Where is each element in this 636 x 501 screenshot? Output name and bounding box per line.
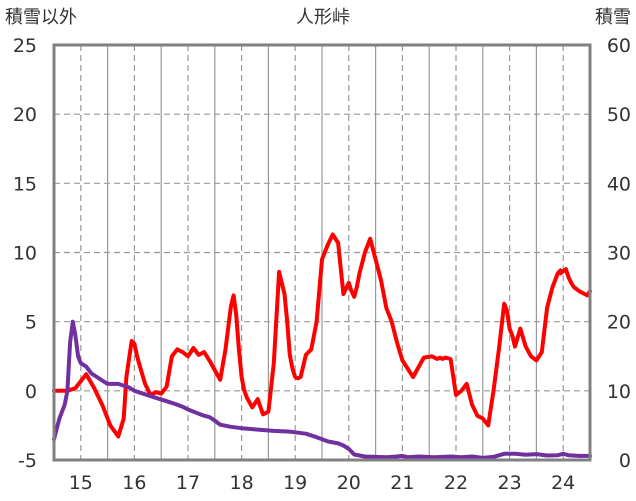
x-tick-labels: 15 16 17 18 19 20 21 22 23 24 <box>69 472 576 494</box>
y-right-tick-label: 60 <box>607 35 631 57</box>
y-left-tick-label: 25 <box>13 35 37 57</box>
y-left-tick-label: 5 <box>25 312 37 334</box>
x-tick-label: 17 <box>176 472 200 494</box>
x-tick-label: 22 <box>444 472 468 494</box>
x-tick-label: 15 <box>69 472 93 494</box>
grid-lines <box>54 45 590 460</box>
y-left-tick-label: 10 <box>13 243 37 265</box>
y-left-tick-label: 20 <box>13 104 37 126</box>
y-right-tick-labels: 60 50 40 30 20 10 0 <box>607 35 631 472</box>
plot-frame <box>52 43 592 462</box>
red-series-line-1 <box>558 267 592 298</box>
series-lines <box>52 232 592 460</box>
y-axis-right-label: 積雪 <box>595 7 631 28</box>
y-right-tick-label: 20 <box>607 312 631 334</box>
y-right-tick-label: 30 <box>607 243 631 265</box>
x-tick-label: 16 <box>122 472 146 494</box>
y-left-tick-label: 0 <box>25 381 37 403</box>
y-right-tick-label: 0 <box>619 450 631 472</box>
y-axis-left-label: 積雪以外 <box>5 7 77 28</box>
x-tick-label: 21 <box>390 472 414 494</box>
x-tick-label: 19 <box>283 472 307 494</box>
x-tick-label: 23 <box>498 472 522 494</box>
y-left-tick-label: 15 <box>13 173 37 195</box>
red-series-line-0 <box>52 232 563 439</box>
x-tick-label: 18 <box>230 472 254 494</box>
y-right-tick-label: 50 <box>607 104 631 126</box>
purple-series-line-2 <box>52 319 592 460</box>
y-left-tick-labels: 25 20 15 10 5 0 -5 <box>13 35 37 472</box>
x-tick-label: 24 <box>551 472 575 494</box>
chart-title: 人形峠 <box>296 7 350 28</box>
y-right-tick-label: 40 <box>607 173 631 195</box>
y-right-tick-label: 10 <box>607 381 631 403</box>
x-tick-label: 20 <box>337 472 361 494</box>
y-left-tick-label: -5 <box>18 450 37 472</box>
